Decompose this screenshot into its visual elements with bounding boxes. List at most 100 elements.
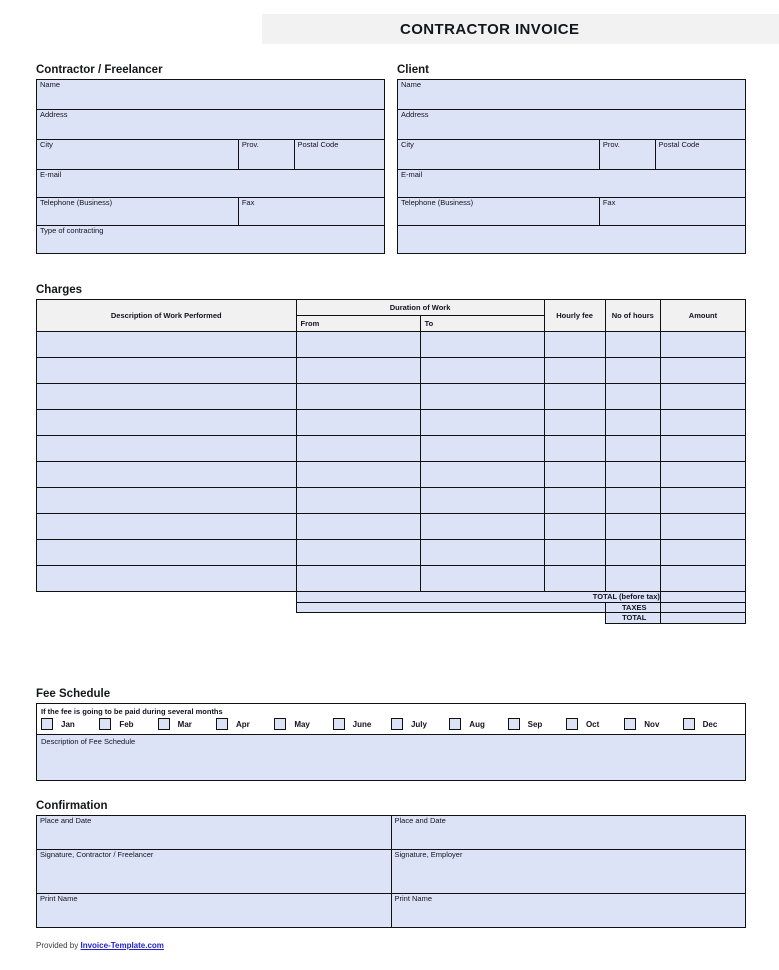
cell-amount[interactable] <box>659 409 747 436</box>
cell-amount[interactable] <box>659 383 747 410</box>
fee-schedule-description-field[interactable]: Description of Fee Schedule <box>36 735 746 781</box>
invoice-template-link[interactable]: Invoice-Template.com <box>80 941 164 950</box>
month-option-apr[interactable]: Apr <box>215 718 274 730</box>
cell-no-of-hours[interactable] <box>604 409 661 436</box>
cell-from[interactable] <box>295 513 421 540</box>
contractor-print-name-field[interactable]: Print Name <box>36 893 392 928</box>
cell-to[interactable] <box>419 357 545 384</box>
contractor-postal-field[interactable]: Postal Code <box>293 139 386 170</box>
cell-from[interactable] <box>295 409 421 436</box>
cell-hourly-fee[interactable] <box>543 487 606 514</box>
cell-to[interactable] <box>419 409 545 436</box>
client-signature-field[interactable]: Signature, Employer <box>390 849 746 894</box>
cell-from[interactable] <box>295 487 421 514</box>
cell-description[interactable] <box>36 565 297 592</box>
cell-from[interactable] <box>295 383 421 410</box>
cell-description[interactable] <box>36 435 297 462</box>
cell-description[interactable] <box>36 331 297 358</box>
cell-no-of-hours[interactable] <box>604 435 661 462</box>
contractor-fax-field[interactable]: Fax <box>237 197 386 226</box>
month-option-nov[interactable]: Nov <box>624 718 682 730</box>
cell-to[interactable] <box>419 461 545 488</box>
checkbox-icon[interactable] <box>332 718 345 730</box>
client-email-field[interactable]: E-mail <box>397 169 746 198</box>
cell-description[interactable] <box>36 513 297 540</box>
cell-from[interactable] <box>295 357 421 384</box>
cell-description[interactable] <box>36 461 297 488</box>
cell-amount[interactable] <box>659 331 747 358</box>
client-print-name-field[interactable]: Print Name <box>390 893 746 928</box>
cell-hourly-fee[interactable] <box>543 357 606 384</box>
cell-no-of-hours[interactable] <box>604 565 661 592</box>
contractor-email-field[interactable]: E-mail <box>36 169 385 198</box>
client-fax-field[interactable]: Fax <box>598 197 747 226</box>
checkbox-icon[interactable] <box>565 718 578 730</box>
month-option-sep[interactable]: Sep <box>507 718 566 730</box>
cell-from[interactable] <box>295 461 421 488</box>
cell-from[interactable] <box>295 331 421 358</box>
cell-description[interactable] <box>36 487 297 514</box>
checkbox-icon[interactable] <box>449 718 462 730</box>
checkbox-icon[interactable] <box>624 718 637 730</box>
month-option-may[interactable]: May <box>274 718 332 730</box>
cell-amount[interactable] <box>659 513 747 540</box>
checkbox-icon[interactable] <box>390 718 403 730</box>
client-prov-field[interactable]: Prov. <box>598 139 656 170</box>
checkbox-icon[interactable] <box>157 718 170 730</box>
cell-from[interactable] <box>295 435 421 462</box>
cell-to[interactable] <box>419 565 545 592</box>
month-option-mar[interactable]: Mar <box>157 718 216 730</box>
client-postal-field[interactable]: Postal Code <box>654 139 747 170</box>
cell-to[interactable] <box>419 487 545 514</box>
contractor-signature-field[interactable]: Signature, Contractor / Freelancer <box>36 849 392 894</box>
checkbox-icon[interactable] <box>507 718 520 730</box>
cell-hourly-fee[interactable] <box>543 539 606 566</box>
client-address-field[interactable]: Address <box>397 109 746 140</box>
cell-no-of-hours[interactable] <box>604 461 661 488</box>
contractor-type-of-contracting-field[interactable]: Type of contracting <box>36 225 385 254</box>
checkbox-icon[interactable] <box>274 718 287 730</box>
checkbox-icon[interactable] <box>41 718 53 730</box>
cell-to[interactable] <box>419 513 545 540</box>
cell-hourly-fee[interactable] <box>543 331 606 358</box>
total-before-tax-value[interactable] <box>659 591 747 603</box>
cell-description[interactable] <box>36 357 297 384</box>
client-telephone-field[interactable]: Telephone (Business) <box>397 197 600 226</box>
taxes-value[interactable] <box>659 601 747 614</box>
cell-no-of-hours[interactable] <box>604 383 661 410</box>
checkbox-icon[interactable] <box>682 718 695 730</box>
cell-amount[interactable] <box>659 539 747 566</box>
cell-hourly-fee[interactable] <box>543 513 606 540</box>
cell-amount[interactable] <box>659 461 747 488</box>
cell-amount[interactable] <box>659 357 747 384</box>
contractor-telephone-field[interactable]: Telephone (Business) <box>36 197 239 226</box>
cell-to[interactable] <box>419 539 545 566</box>
total-value[interactable] <box>659 612 747 624</box>
cell-description[interactable] <box>36 409 297 436</box>
cell-from[interactable] <box>295 539 421 566</box>
contractor-name-field[interactable]: Name <box>36 79 385 110</box>
contractor-city-field[interactable]: City <box>36 139 239 170</box>
cell-no-of-hours[interactable] <box>604 357 661 384</box>
client-name-field[interactable]: Name <box>397 79 746 110</box>
contractor-prov-field[interactable]: Prov. <box>237 139 295 170</box>
month-option-aug[interactable]: Aug <box>449 718 507 730</box>
cell-from[interactable] <box>295 565 421 592</box>
cell-to[interactable] <box>419 331 545 358</box>
client-place-date-field[interactable]: Place and Date <box>390 815 746 850</box>
client-city-field[interactable]: City <box>397 139 600 170</box>
client-extra-field[interactable] <box>397 225 746 254</box>
cell-no-of-hours[interactable] <box>604 513 661 540</box>
cell-no-of-hours[interactable] <box>604 487 661 514</box>
month-option-july[interactable]: July <box>390 718 449 730</box>
cell-to[interactable] <box>419 383 545 410</box>
month-option-dec[interactable]: Dec <box>682 718 741 730</box>
month-option-jan[interactable]: Jan <box>41 718 99 730</box>
month-option-feb[interactable]: Feb <box>99 718 157 730</box>
cell-description[interactable] <box>36 539 297 566</box>
cell-description[interactable] <box>36 383 297 410</box>
month-option-oct[interactable]: Oct <box>565 718 624 730</box>
cell-hourly-fee[interactable] <box>543 565 606 592</box>
cell-no-of-hours[interactable] <box>604 331 661 358</box>
cell-hourly-fee[interactable] <box>543 409 606 436</box>
